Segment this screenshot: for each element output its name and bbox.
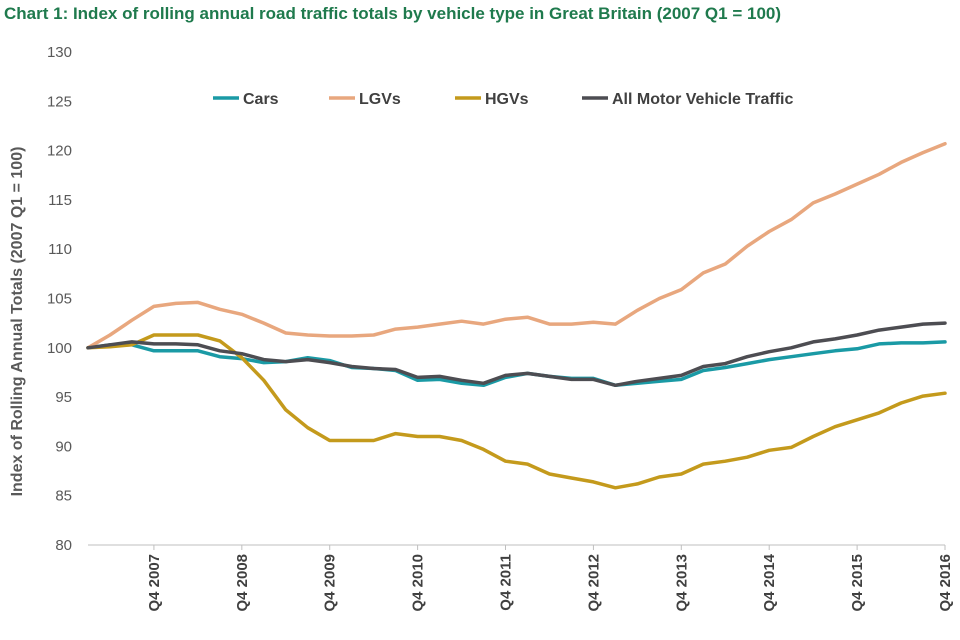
y-tick-label: 105: [47, 291, 72, 308]
y-tick-label: 90: [55, 438, 72, 455]
y-tick-label: 95: [55, 389, 72, 406]
legend-label: All Motor Vehicle Traffic: [612, 91, 793, 108]
x-tick-label: Q4 2013: [673, 554, 690, 612]
y-axis-ticks: 80 85 90 95 100 105 110 115 120 125 130: [47, 44, 72, 554]
x-axis-ticks: Q4 2007 Q4 2008 Q4 2009 Q4 2010 Q4 2011 Q4 20…: [146, 545, 954, 612]
series-lines: [86, 141, 947, 490]
y-tick-label: 80: [55, 537, 72, 554]
x-tick-label: Q4 2007: [146, 554, 163, 612]
x-tick-label: Q4 2009: [322, 554, 339, 612]
series-line-lgvs: [86, 141, 947, 350]
x-tick-label: Q4 2008: [234, 554, 251, 612]
x-tick-label: Q4 2014: [761, 553, 778, 611]
y-tick-label: 100: [47, 340, 72, 357]
legend-label: HGVs: [485, 91, 529, 108]
y-axis-label: Index of Rolling Annual Totals (2007 Q1 …: [9, 147, 26, 497]
y-tick-label: 130: [47, 44, 72, 61]
y-tick-label: 115: [48, 192, 72, 209]
y-tick-label: 120: [47, 143, 72, 160]
y-tick-label: 125: [47, 93, 72, 110]
legend-label: Cars: [243, 91, 279, 108]
legend-label: LGVs: [359, 91, 401, 108]
x-tick-label: Q4 2015: [849, 554, 866, 612]
legend: Cars LGVs HGVs All Motor Vehicle Traffic: [213, 91, 793, 108]
chart-title: Chart 1: Index of rolling annual road tr…: [4, 4, 782, 23]
x-tick-label: Q4 2012: [585, 554, 602, 612]
series-line-all-motor-vehicle-traffic: [86, 321, 947, 388]
series-line-hgvs: [86, 333, 947, 490]
x-tick-label: Q4 2010: [410, 554, 427, 612]
x-tick-label: Q4 2016: [937, 554, 954, 612]
y-tick-label: 110: [48, 241, 72, 258]
y-tick-label: 85: [55, 488, 72, 505]
x-tick-label: Q4 2011: [498, 554, 515, 611]
